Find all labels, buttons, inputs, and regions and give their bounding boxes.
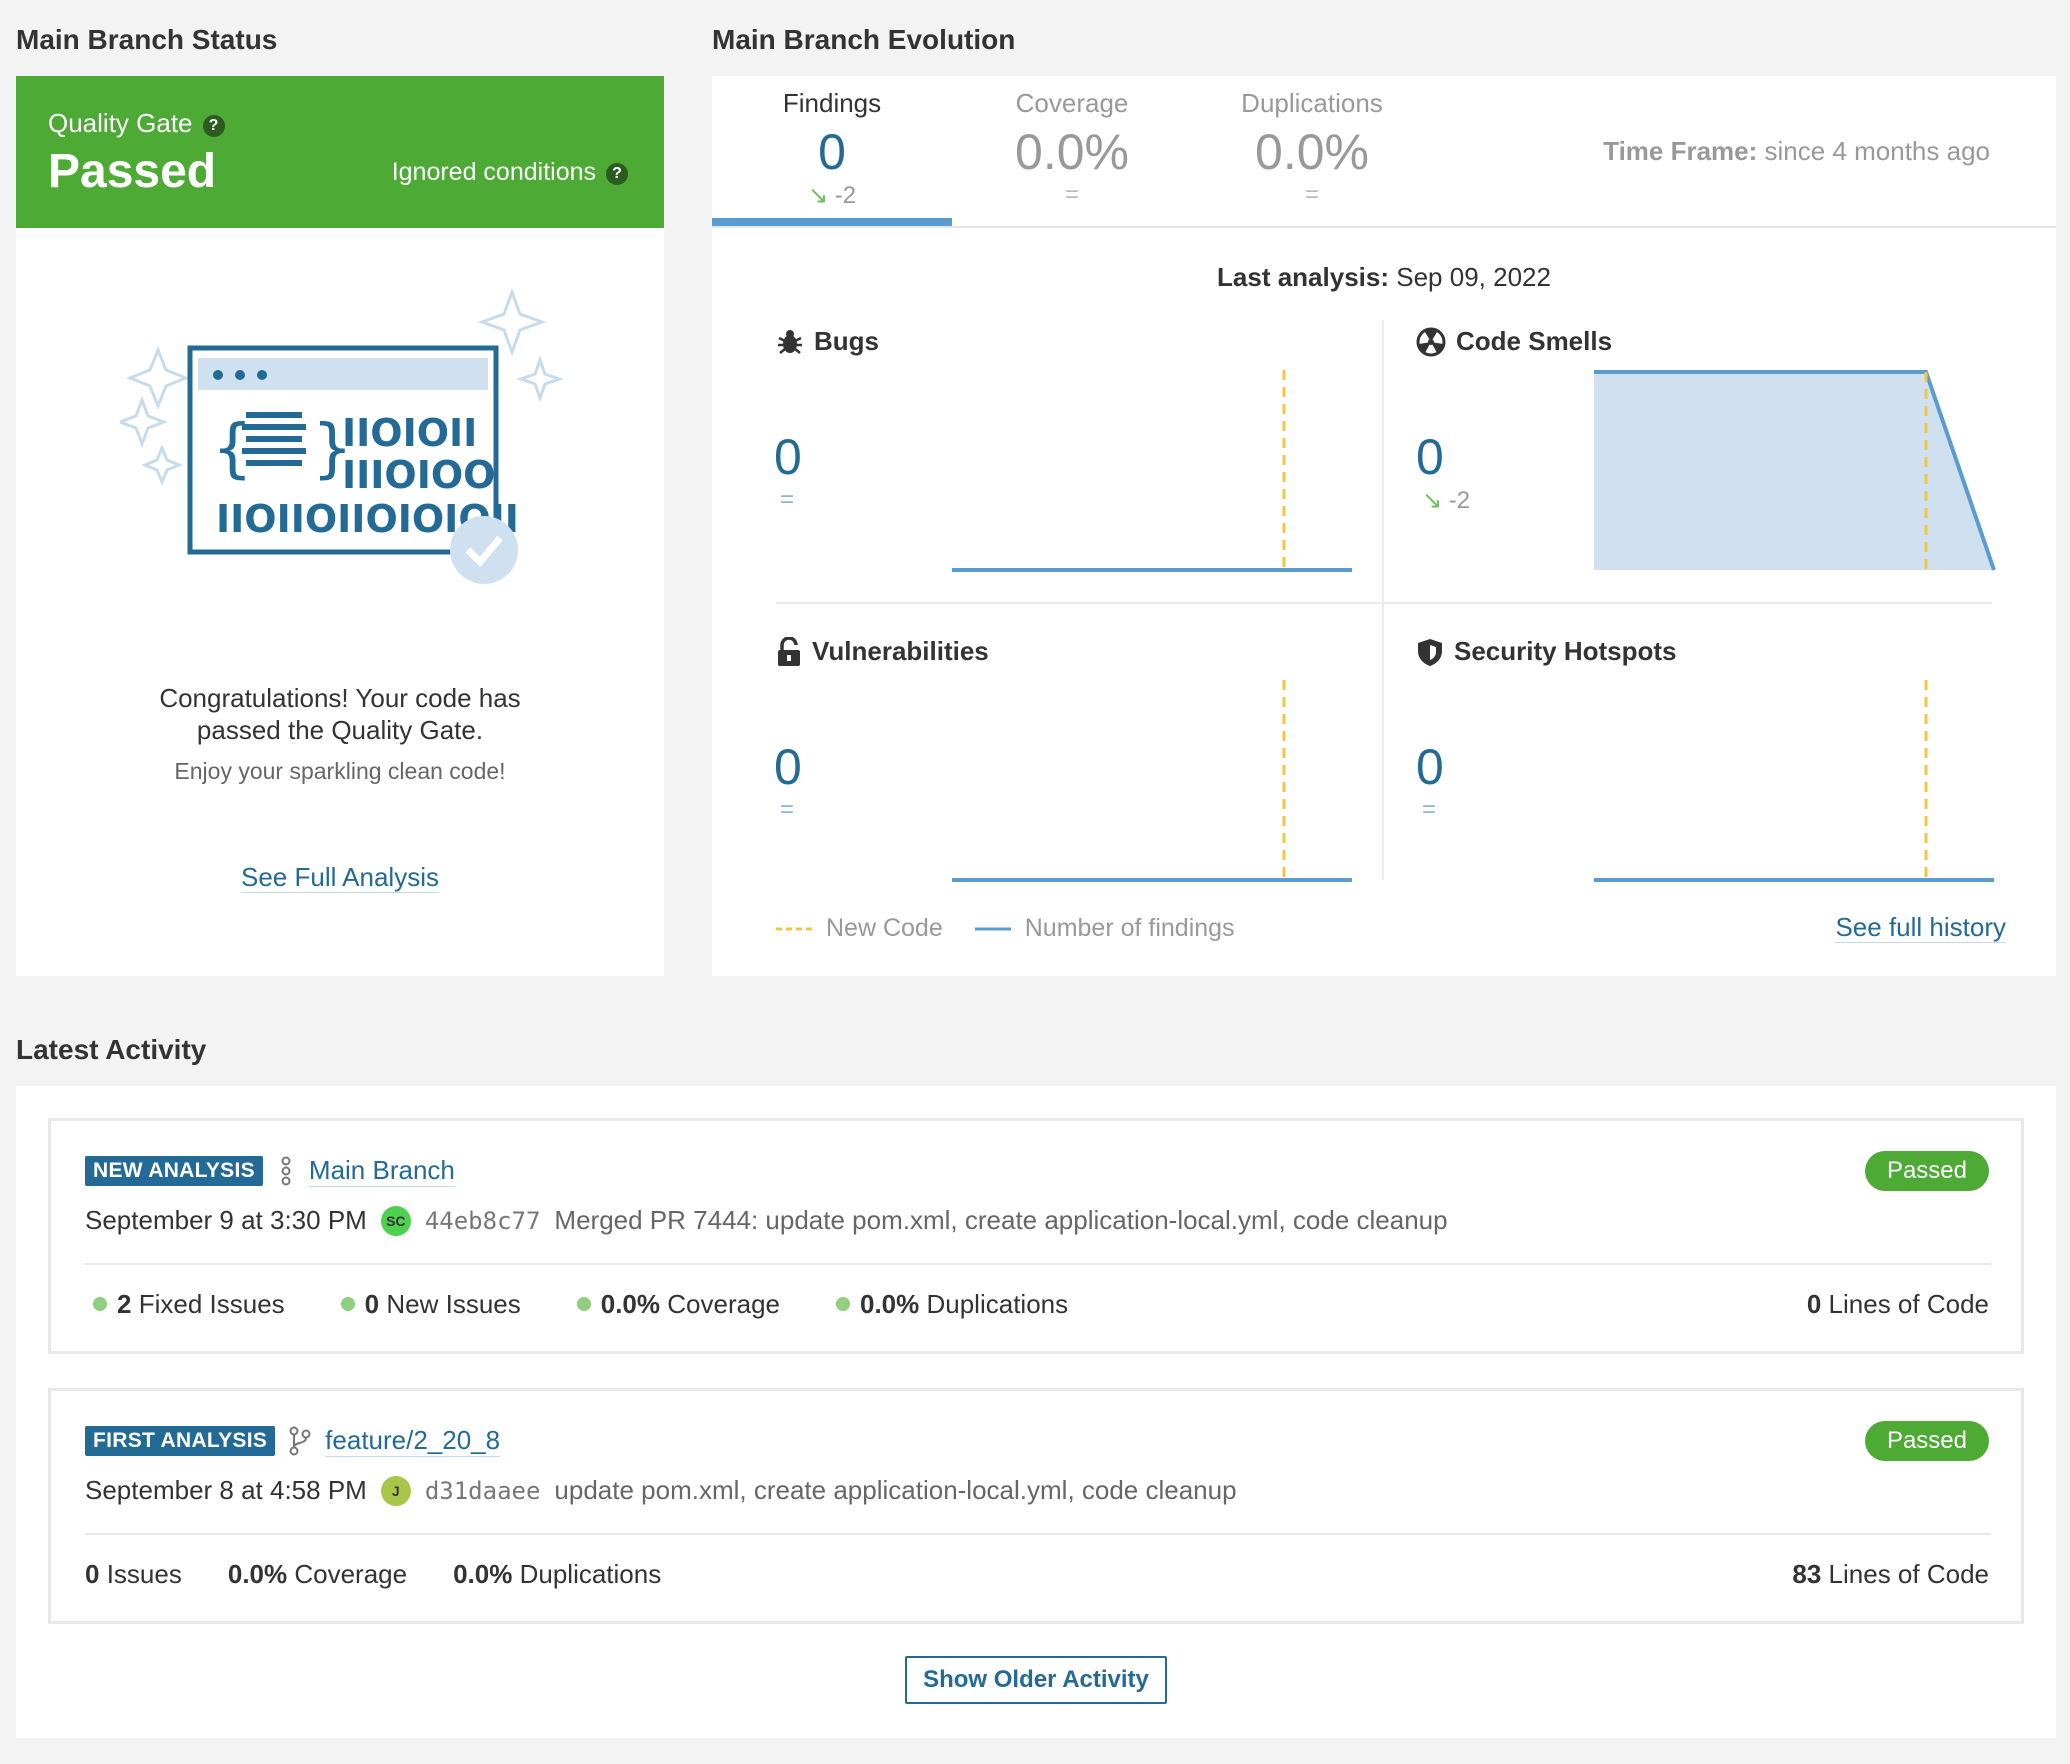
activity-stats: 0 Issues 0.0% Coverage 0.0% Duplications [85, 1559, 661, 1590]
see-full-analysis-wrap: See Full Analysis [16, 862, 664, 893]
tab-findings[interactable]: Findings 0 ↘ -2 [782, 88, 882, 209]
analysis-date: September 8 at 4:58 PM [85, 1475, 367, 1505]
stat-new-issues[interactable]: 0 New Issues [340, 1289, 521, 1320]
congrats-message: Congratulations! Your code has passed th… [159, 683, 521, 745]
git-branch-icon [289, 1426, 311, 1456]
analysis-date: September 9 at 3:30 PM [85, 1205, 367, 1235]
bugs-sparkline [952, 370, 1352, 572]
stat-coverage[interactable]: 0.0% Coverage [227, 1559, 408, 1589]
bug-icon [778, 329, 802, 354]
activity-meta: September 9 at 3:30 PM SC 44eb8c77 Merge… [85, 1205, 1448, 1236]
help-icon[interactable]: ? [606, 163, 628, 185]
commit-message: Merged PR 7444: update pom.xml, create a… [554, 1205, 1448, 1235]
shield-icon [1418, 638, 1442, 666]
commit-hash[interactable]: 44eb8c77 [424, 1206, 541, 1235]
commit-hash[interactable]: d31daaee [424, 1476, 541, 1505]
stat-duplications[interactable]: 0.0% Duplications [835, 1289, 1068, 1320]
metric-bugs-title: Bugs [776, 326, 879, 357]
tab-duplications[interactable]: Duplications 0.0% = [1241, 88, 1383, 208]
radiation-icon [1416, 327, 1446, 356]
branch-link[interactable]: Main Branch [308, 1155, 455, 1187]
analysis-badge: FIRST ANALYSIS [85, 1426, 276, 1456]
stat-coverage[interactable]: 0.0% Coverage [576, 1289, 780, 1320]
metric-vulnerabilities-delta: = [780, 796, 795, 823]
activity-item: FIRST ANALYSIS feature/2_20_8 Passed Sep… [48, 1388, 2024, 1624]
chart-legend: New Code Number of findings [776, 914, 1235, 943]
divider [85, 1533, 1991, 1535]
activity-meta: September 8 at 4:58 PM J d31daaee update… [85, 1475, 1237, 1506]
avatar: J [380, 1475, 411, 1506]
avatar: SC [380, 1205, 411, 1236]
stat-duplications[interactable]: 0.0% Duplications [453, 1559, 662, 1589]
tab-coverage[interactable]: Coverage 0.0% = [1015, 88, 1129, 208]
activity-header: NEW ANALYSIS Main Branch [85, 1155, 455, 1187]
findings-legend-swatch [974, 927, 1011, 930]
legend-new-code: New Code [826, 914, 943, 942]
stat-issues[interactable]: 0 Issues [85, 1559, 182, 1589]
metrics-divider-h [776, 602, 1992, 604]
last-analysis: Last analysis: Sep 09, 2022 [1217, 262, 1551, 292]
metric-security-hotspots-delta: = [1422, 796, 1437, 823]
new-code-legend-swatch [776, 927, 812, 930]
security-hotspots-sparkline [1594, 680, 1994, 882]
svg-text:IIIOIOO: IIIOIOO [342, 453, 495, 497]
ignored-conditions[interactable]: Ignored conditions? [392, 158, 628, 187]
metric-vulnerabilities-value[interactable]: 0 [774, 739, 802, 795]
activity-section-title: Latest Activity [16, 1034, 207, 1065]
activity-header: FIRST ANALYSIS feature/2_20_8 [85, 1425, 501, 1457]
quality-gate-label: Quality Gate? [48, 108, 225, 139]
lines-of-code: 0 Lines of Code [1806, 1289, 1989, 1319]
commit-message: update pom.xml, create application-local… [554, 1475, 1237, 1505]
enjoy-text: Enjoy your sparkling clean code! [174, 758, 506, 784]
arrow-down-icon: ↘ [1422, 487, 1443, 514]
time-frame: Time Frame: since 4 months ago [1603, 136, 1990, 166]
legend-findings: Number of findings [1024, 914, 1235, 942]
svg-text:IIOIOII: IIOIOII [342, 411, 477, 455]
status-badge: Passed [1864, 1421, 1989, 1461]
metric-code-smells-title: Code Smells [1416, 326, 1612, 357]
lock-icon [778, 636, 800, 666]
activity-item: NEW ANALYSIS Main Branch Passed Septembe… [48, 1118, 2024, 1354]
branch-link[interactable]: feature/2_20_8 [325, 1425, 501, 1457]
help-icon[interactable]: ? [202, 115, 225, 137]
see-full-history-wrap: See full history [1835, 912, 2006, 943]
show-older-activity-button[interactable]: Show Older Activity [905, 1656, 1167, 1704]
tabs-divider [712, 226, 2056, 228]
see-full-history-link[interactable]: See full history [1835, 912, 2006, 943]
stat-fixed-issues[interactable]: 2 Fixed Issues [93, 1289, 285, 1320]
active-tab-indicator [712, 218, 952, 226]
activity-stats: 2 Fixed Issues 0 New Issues 0.0% Coverag… [93, 1289, 1068, 1320]
vulnerabilities-sparkline [952, 680, 1352, 882]
lines-of-code: 83 Lines of Code [1792, 1559, 1989, 1589]
status-section-title: Main Branch Status [16, 24, 278, 55]
metric-code-smells-value[interactable]: 0 [1416, 429, 1444, 485]
see-full-analysis-link[interactable]: See Full Analysis [241, 862, 439, 893]
metric-vulnerabilities-title: Vulnerabilities [776, 636, 989, 667]
evolution-section-title: Main Branch Evolution [712, 24, 1016, 55]
code-smells-sparkline [1594, 370, 1996, 572]
metric-security-hotspots-value[interactable]: 0 [1416, 739, 1444, 795]
metric-bugs-value[interactable]: 0 [774, 429, 802, 485]
metrics-divider-v [1382, 320, 1384, 880]
show-older-wrap: Show Older Activity [16, 1656, 2056, 1704]
metric-security-hotspots-title: Security Hotspots [1416, 636, 1677, 667]
svg-text:}: } [312, 412, 353, 486]
metric-bugs-delta: = [780, 486, 795, 513]
quality-gate-status: Passed [48, 145, 217, 198]
divider [85, 1263, 1991, 1265]
arrow-down-icon: ↘ [807, 182, 829, 209]
branch-icon [281, 1156, 291, 1186]
status-badge: Passed [1864, 1151, 1989, 1191]
metric-code-smells-delta: ↘ -2 [1422, 487, 1471, 514]
quality-gate-banner: Quality Gate? Passed Ignored conditions? [16, 76, 664, 228]
analysis-badge: NEW ANALYSIS [85, 1156, 263, 1186]
clean-code-illustration: { } IIOIOII IIIOIOO IIOIIOIIOIOIOII [120, 287, 564, 584]
